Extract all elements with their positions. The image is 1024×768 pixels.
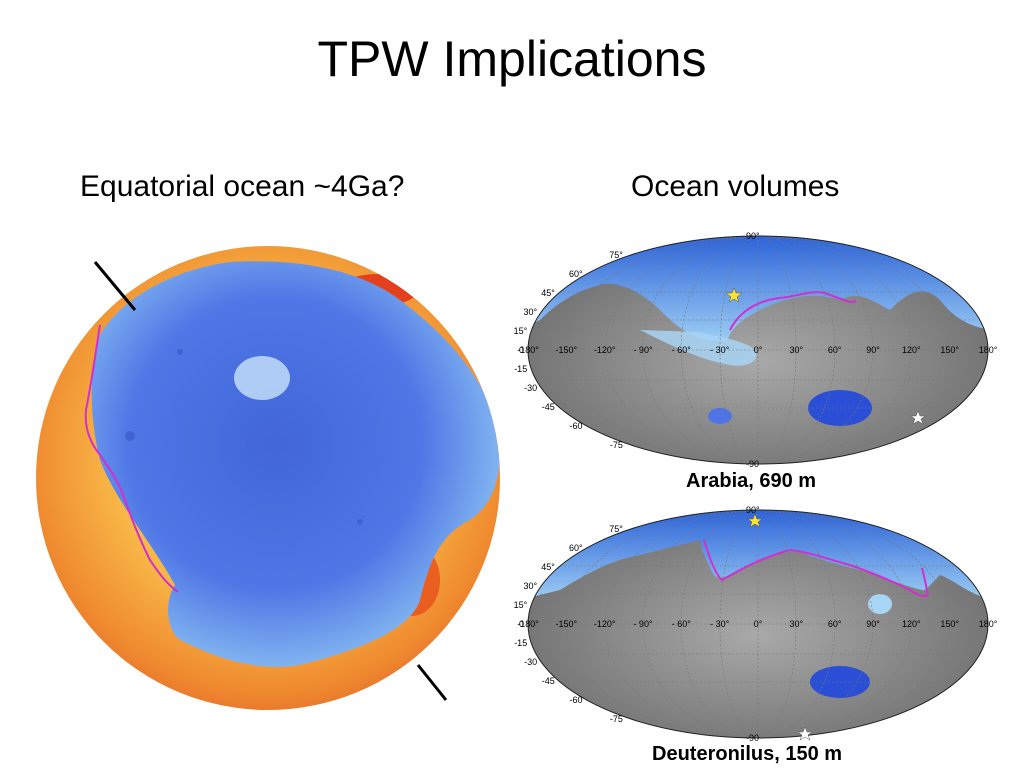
lat-tick-label: -30 — [524, 383, 537, 393]
slide-title: TPW Implications — [317, 31, 707, 87]
lon-tick-label: - 30° — [710, 619, 730, 629]
star-marker-yellow — [747, 513, 763, 528]
lon-tick-label: -180° — [517, 345, 539, 355]
argyre-basin — [708, 408, 732, 424]
tick-labels: 90°75°60°45°30°15°0-15-30-45-60-75-90-18… — [514, 231, 998, 743]
right-heading: Ocean volumes — [631, 170, 840, 203]
crater — [125, 431, 135, 441]
star-marker-white — [797, 726, 813, 741]
ocean-basin — [91, 261, 500, 668]
graticule — [528, 236, 988, 464]
lat-tick-label: -75 — [610, 714, 623, 724]
shoreline-line — [729, 291, 857, 331]
lon-tick-label: - 60° — [672, 619, 692, 629]
lat-tick-label: 30° — [524, 307, 538, 317]
caption-deuteronilus: Deuteronilus, 150 m — [652, 743, 843, 765]
lon-tick-label: 30° — [790, 619, 804, 629]
lon-tick-label: 30° — [790, 345, 804, 355]
lon-tick-label: 0° — [754, 345, 763, 355]
tharsis-pale-region — [234, 356, 290, 400]
bay — [868, 594, 892, 614]
map-outline — [527, 509, 989, 739]
northern-ocean — [528, 236, 988, 341]
lat-tick-label: 0 — [519, 345, 524, 355]
lat-tick-label: -90 — [746, 459, 759, 469]
lon-tick-label: 150° — [940, 345, 959, 355]
star-marker-yellow — [725, 287, 743, 303]
lon-tick-label: 120° — [902, 619, 921, 629]
lon-tick-label: 90° — [866, 345, 880, 355]
graticule — [528, 510, 988, 738]
lon-tick-label: -120° — [594, 619, 616, 629]
lon-tick-label: 180° — [979, 345, 998, 355]
lat-tick-label: 0 — [519, 619, 524, 629]
lat-tick-label: 45° — [541, 562, 555, 572]
map-outline — [527, 235, 989, 465]
left-heading: Equatorial ocean ~4Ga? — [80, 170, 405, 203]
lon-tick-label: 150° — [940, 619, 959, 629]
lon-tick-label: - 60° — [672, 345, 692, 355]
lon-tick-label: 180° — [979, 619, 998, 629]
lon-tick-label: - 30° — [710, 345, 730, 355]
lat-tick-label: 15° — [514, 600, 528, 610]
lon-tick-label: 90° — [866, 619, 880, 629]
mars-globe — [36, 246, 500, 710]
lat-tick-label: 75° — [609, 524, 623, 534]
rotation-axis-south — [416, 664, 448, 701]
lon-tick-label: - 90° — [633, 345, 653, 355]
lon-tick-label: 60° — [828, 619, 842, 629]
lon-tick-label: -150° — [556, 345, 578, 355]
lon-tick-label: -150° — [556, 619, 578, 629]
rotation-axis-north — [93, 261, 137, 311]
lat-tick-label: -15 — [514, 364, 527, 374]
lat-tick-label: -30 — [524, 657, 537, 667]
lon-tick-label: 60° — [828, 345, 842, 355]
northern-ocean — [528, 510, 988, 600]
lat-tick-label: -60 — [570, 695, 583, 705]
lon-tick-label: 120° — [902, 345, 921, 355]
lat-tick-label: -45 — [542, 402, 555, 412]
map-deuteronilus — [527, 509, 989, 741]
star-marker-white — [910, 410, 926, 425]
lat-tick-label: 15° — [514, 326, 528, 336]
lat-tick-label: -90 — [746, 733, 759, 743]
lat-tick-label: 60° — [569, 543, 583, 553]
map-arabia — [527, 235, 989, 465]
shoreline-line — [84, 324, 179, 593]
lat-tick-label: 60° — [569, 269, 583, 279]
shoreline-line — [703, 539, 930, 598]
lat-tick-label: 45° — [541, 288, 555, 298]
coastal-shelf — [640, 330, 757, 366]
crater — [177, 349, 183, 355]
lat-tick-label: 90° — [746, 231, 760, 241]
lat-tick-label: -45 — [542, 676, 555, 686]
caption-arabia: Arabia, 690 m — [686, 470, 817, 492]
lon-tick-label: 0° — [754, 619, 763, 629]
lat-tick-label: 30° — [524, 581, 538, 591]
lat-tick-label: 90° — [746, 505, 760, 515]
lon-tick-label: -120° — [594, 345, 616, 355]
lat-tick-label: 75° — [609, 250, 623, 260]
lat-tick-label: -15 — [514, 638, 527, 648]
lon-tick-label: -180° — [517, 619, 539, 629]
crater — [357, 519, 363, 525]
lat-tick-label: -75 — [610, 440, 623, 450]
lat-tick-label: -60 — [570, 421, 583, 431]
lon-tick-label: - 90° — [633, 619, 653, 629]
